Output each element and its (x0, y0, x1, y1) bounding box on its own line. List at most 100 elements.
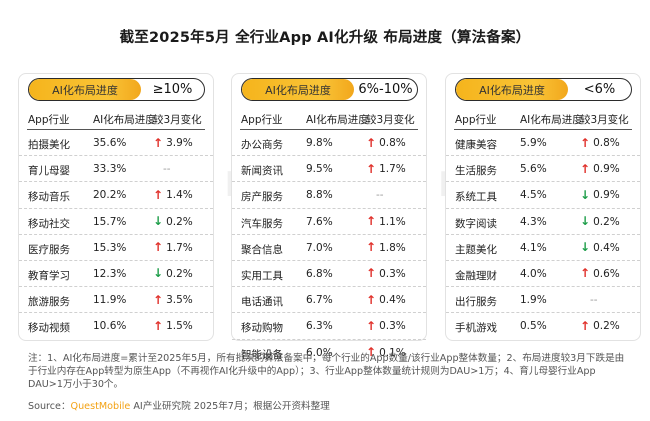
source-brand: QuestMobile (70, 401, 131, 412)
column-header: App行业 (241, 114, 283, 126)
industry-name: 教育学习 (28, 269, 70, 282)
progress-value: 7.6% (306, 215, 333, 228)
industry-name: 育儿母婴 (28, 165, 70, 178)
change-value: 1.1% (379, 215, 406, 228)
industry-panel: AI化布局进度 ≥10% App行业 AI化布局进度 较3月变化 拍摄美化 35.6% ↑ 3.… (18, 73, 214, 341)
change-value: 0.1% (379, 346, 406, 359)
table-body: 健康美容 5.9% ↑ 0.8% 生活服务 5.6% ↑ 0.9% 系统工具 4.5% ↓ 0.9% 数… (446, 130, 640, 340)
table-body: 拍摄美化 35.6% ↑ 3.9% 育儿母婴 33.3% -- 移动音乐 20.2% ↑ 1.4% 移… (19, 130, 213, 340)
change-value: 0.4% (593, 241, 620, 254)
change-cell: ↑ 0.2% (580, 318, 620, 333)
change-cell: ↑ 0.3% (366, 266, 406, 281)
arrow-up-icon: ↑ (366, 161, 377, 176)
table-row: 办公商务 9.8% ↑ 0.8% (232, 130, 426, 157)
change-value: 1.7% (166, 241, 193, 254)
table-body: 办公商务 9.8% ↑ 0.8% 新闻资讯 9.5% ↑ 1.7% 房产服务 8.8% -- 汽车服务… (232, 130, 426, 366)
arrow-up-icon: ↑ (366, 135, 377, 150)
progress-value: 8.8% (306, 189, 333, 202)
industry-name: 移动音乐 (28, 191, 70, 204)
industry-name: 金融理财 (455, 269, 497, 282)
change-cell: ↑ 3.5% (153, 292, 193, 307)
industry-name: 移动购物 (241, 322, 283, 335)
progress-value: 9.8% (306, 137, 333, 149)
table-row: 电话通讯 6.7% ↑ 0.4% (232, 287, 426, 314)
arrow-up-icon: ↑ (366, 292, 377, 307)
progress-range: ≥10% (152, 82, 193, 97)
change-value: 0.3% (379, 267, 406, 280)
change-cell: ↓ 0.9% (580, 187, 620, 202)
change-value: 0.3% (379, 320, 406, 333)
arrow-up-icon: ↑ (366, 318, 377, 333)
panel-header: AI化布局进度 6%-10% (241, 78, 418, 101)
change-value: 0.9% (593, 163, 620, 176)
industry-name: 办公商务 (241, 139, 283, 151)
change-cell: -- (580, 294, 598, 306)
table-row: 拍摄美化 35.6% ↑ 3.9% (19, 130, 213, 157)
table-row: 移动社交 15.7% ↓ 0.2% (19, 209, 213, 235)
progress-value: 0.5% (520, 320, 547, 333)
progress-range: 6%-10% (358, 82, 413, 97)
change-value: 3.5% (166, 294, 193, 307)
change-value: 0.6% (593, 267, 620, 280)
change-value: 0.2% (166, 267, 193, 280)
change-cell: ↓ 0.2% (580, 215, 620, 228)
progress-value: 15.7% (93, 215, 127, 228)
progress-pill: AI化布局进度 (456, 79, 568, 100)
industry-panel: AI化布局进度 <6% App行业 AI化布局进度 较3月变化 健康美容 5.9% ↑ 0.8%… (445, 73, 641, 341)
progress-value: 33.3% (93, 163, 127, 176)
change-value: -- (590, 294, 598, 307)
change-cell: ↑ 0.1% (366, 346, 406, 359)
panel-header: AI化布局进度 <6% (455, 78, 632, 101)
change-cell: ↑ 0.3% (366, 318, 406, 333)
table-row: 出行服务 1.9% -- (446, 287, 640, 314)
change-value: 1.8% (379, 241, 406, 254)
header-divider (240, 129, 418, 130)
progress-value: 6.0% (306, 346, 333, 359)
column-header: 较3月变化 (580, 114, 629, 126)
column-header: App行业 (28, 114, 70, 126)
change-value: 1.5% (166, 320, 193, 333)
progress-range: <6% (583, 82, 616, 97)
industry-name: 实用工具 (241, 269, 283, 282)
arrow-up-icon: ↑ (153, 318, 164, 333)
change-cell: -- (366, 189, 384, 201)
table-row: 房产服务 8.8% -- (232, 182, 426, 209)
panel-header: AI化布局进度 ≥10% (28, 78, 205, 101)
change-value: 0.2% (166, 215, 193, 228)
industry-name: 拍摄美化 (28, 139, 70, 151)
arrow-up-icon: ↑ (153, 240, 164, 255)
arrow-up-icon: ↑ (153, 292, 164, 307)
progress-value: 4.1% (520, 241, 547, 254)
change-value: 0.8% (379, 137, 406, 149)
change-cell: ↑ 1.7% (366, 161, 406, 176)
table-row: 旅游服务 11.9% ↑ 3.5% (19, 287, 213, 314)
change-value: 0.9% (593, 189, 620, 202)
change-value: 0.2% (593, 215, 620, 228)
change-value: 1.4% (166, 189, 193, 202)
arrow-up-icon: ↑ (580, 318, 591, 333)
change-value: -- (376, 189, 384, 202)
header-divider (454, 129, 632, 130)
arrow-up-icon: ↑ (366, 266, 377, 281)
industry-name: 移动社交 (28, 217, 70, 230)
arrow-down-icon: ↓ (580, 187, 591, 202)
table-row: 移动视频 10.6% ↑ 1.5% (19, 313, 213, 339)
change-cell: ↑ 1.7% (153, 240, 193, 255)
arrow-up-icon: ↑ (153, 187, 164, 202)
progress-value: 10.6% (93, 320, 127, 333)
table-row: 育儿母婴 33.3% -- (19, 156, 213, 183)
column-header: App行业 (455, 114, 497, 126)
industry-name: 电话通讯 (241, 296, 283, 309)
progress-value: 11.9% (93, 294, 127, 307)
progress-value: 15.3% (93, 241, 127, 254)
progress-pill: AI化布局进度 (242, 79, 354, 100)
progress-value: 4.3% (520, 215, 547, 228)
arrow-down-icon: ↓ (153, 214, 164, 229)
page-title: 截至2025年5月 全行业App AI化升级 布局进度（算法备案） (119, 30, 531, 46)
arrow-up-icon: ↑ (580, 266, 591, 281)
header-divider (27, 129, 205, 130)
change-value: 0.4% (379, 294, 406, 307)
industry-name: 移动视频 (28, 322, 70, 335)
change-cell: ↑ 0.6% (580, 266, 620, 281)
progress-value: 1.9% (520, 294, 547, 307)
